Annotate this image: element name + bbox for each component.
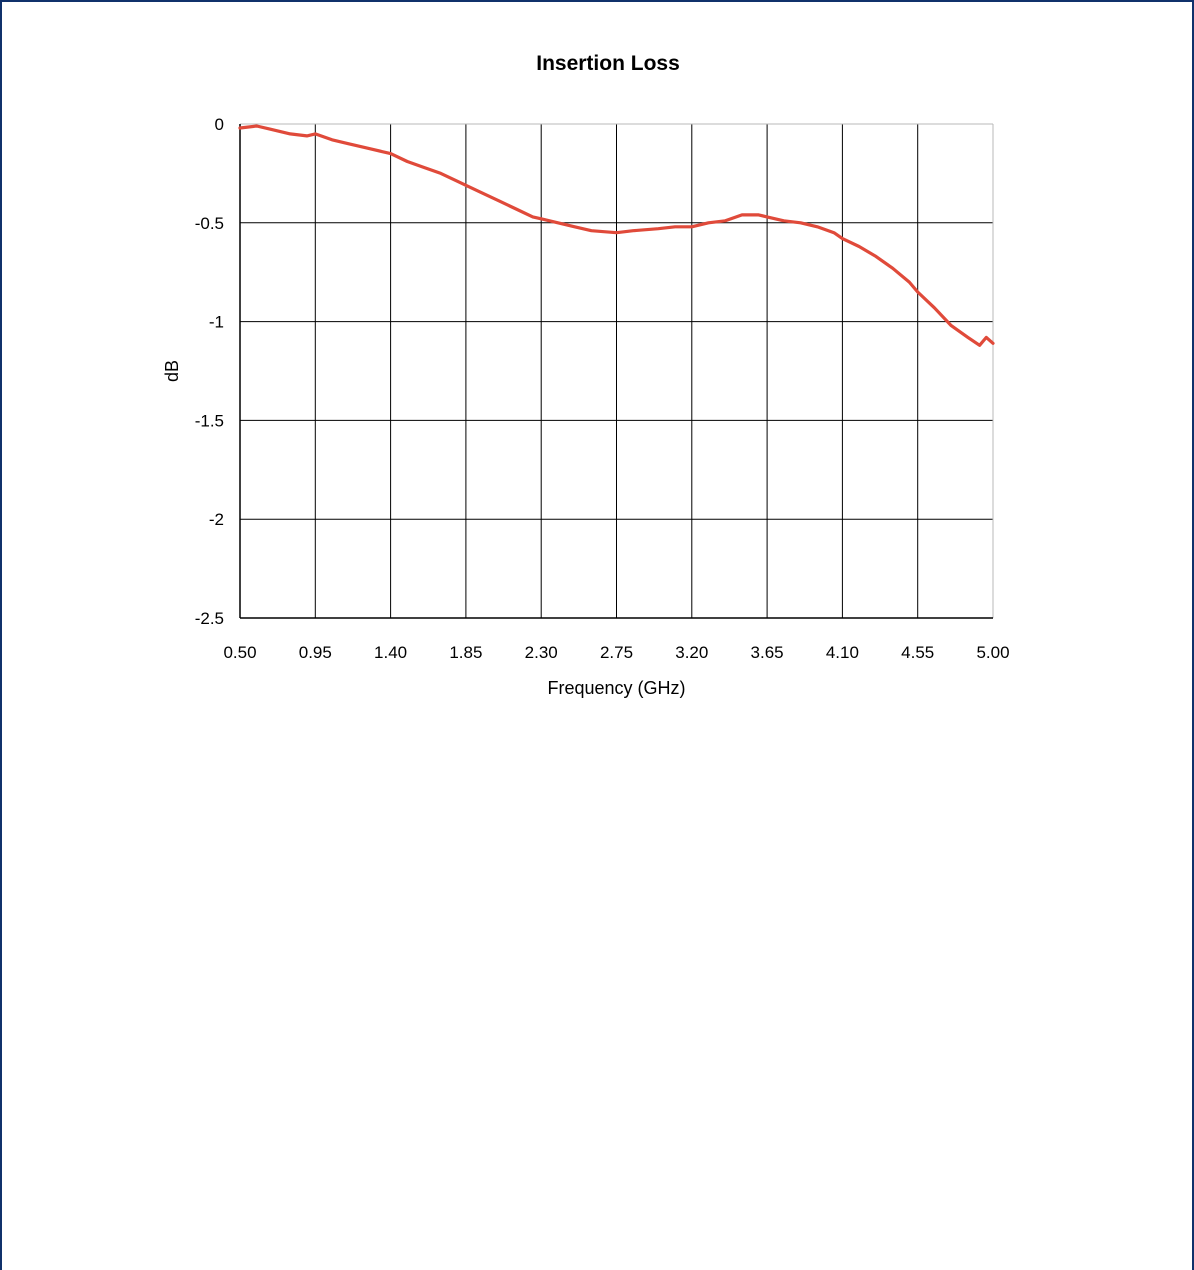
y-tick-label: -2.5 [195, 609, 224, 628]
x-tick-label: 1.85 [449, 643, 482, 662]
x-tick-label: 4.55 [901, 643, 934, 662]
grid [240, 124, 993, 618]
y-tick-label: -1 [209, 313, 224, 332]
x-tick-label: 3.20 [675, 643, 708, 662]
x-tick-label: 1.40 [374, 643, 407, 662]
x-tick-label: 4.10 [826, 643, 859, 662]
x-tick-label: 5.00 [976, 643, 1009, 662]
insertion-loss-chart: 0.50 0.95 1.40 1.85 2.30 2.75 3.20 3.65 4.10 4.55… [0, 0, 1194, 720]
x-tick-label: 2.30 [525, 643, 558, 662]
x-tick-label: 2.75 [600, 643, 633, 662]
x-tick-label: 0.50 [223, 643, 256, 662]
y-tick-label: -1.5 [195, 411, 224, 430]
y-tick-label: 0 [215, 115, 224, 134]
x-tick-label: 0.95 [299, 643, 332, 662]
y-tick-labels: 0 -0.5 -1 -1.5 -2 -2.5 [195, 115, 224, 628]
x-axis-label: Frequency (GHz) [547, 678, 685, 698]
x-tick-label: 3.65 [751, 643, 784, 662]
y-tick-label: -2 [209, 510, 224, 529]
y-tick-label: -0.5 [195, 214, 224, 233]
y-axis-label: dB [162, 360, 182, 382]
x-tick-labels: 0.50 0.95 1.40 1.85 2.30 2.75 3.20 3.65 4.10 4.55… [223, 643, 1009, 662]
